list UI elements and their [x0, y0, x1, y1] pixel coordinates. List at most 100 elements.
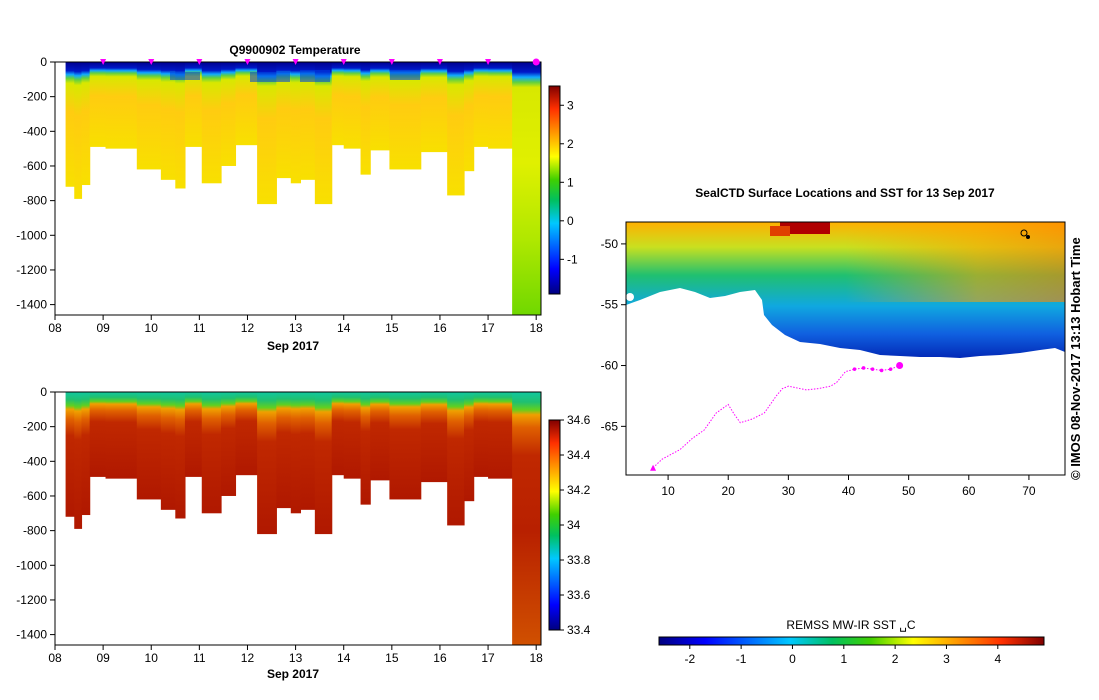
track-point [852, 367, 857, 371]
profile-column [276, 392, 292, 509]
profile-column [473, 392, 489, 477]
x-tick-label: 14 [337, 321, 351, 335]
x-tick-label: 09 [96, 651, 110, 665]
profile-column [488, 62, 513, 149]
temperature-x-axis: 08 09 10 11 12 13 14 15 16 17 18 [48, 315, 543, 335]
salinity-x-axis: 08 09 10 11 12 13 14 15 16 17 18 [48, 645, 543, 665]
x-tick-label: 14 [337, 651, 351, 665]
colorbar-tick-label: 1 [840, 652, 847, 666]
map-axes-frame [625, 221, 1066, 476]
surface-patch [390, 70, 420, 80]
profile-column [201, 392, 222, 514]
x-tick-label: 15 [385, 321, 399, 335]
profile-column [136, 62, 162, 170]
profile-column [276, 62, 292, 179]
y-tick-label: -1400 [16, 628, 47, 642]
colorbar-tick-label: 34.4 [567, 448, 591, 462]
colorbar-tick-label: 34 [567, 518, 581, 532]
profile-column [160, 62, 176, 180]
profile-column [184, 62, 203, 147]
surface-patch [170, 72, 200, 80]
profile-column [89, 62, 107, 147]
y-tick-label: -200 [23, 420, 47, 434]
salinity-section: 08 09 10 11 12 13 14 15 16 17 18 0 -200 -400 -600 -800… [16, 385, 590, 681]
x-tick-label: 20 [722, 484, 736, 498]
colorbar-tick-label: 3 [943, 652, 950, 666]
map-title: SealCTD Surface Locations and SST for 13… [695, 186, 995, 200]
y-tick-label: -60 [601, 359, 619, 373]
profile-column [257, 392, 277, 535]
x-tick-label: 13 [289, 321, 303, 335]
profile-column [160, 392, 176, 510]
y-tick-label: -55 [601, 298, 619, 312]
credit-text: © IMOS 08-Nov-2017 13:13 Hobart Time [1068, 237, 1083, 480]
profile-column [464, 62, 475, 172]
track-point [879, 368, 884, 373]
profile-marker [292, 59, 299, 65]
y-tick-label: -800 [23, 524, 47, 538]
y-tick-label: -600 [23, 159, 47, 173]
map-x-axis: 10 20 30 40 50 60 70 [661, 475, 1036, 498]
temperature-colorbar [548, 85, 561, 295]
profile-column [105, 62, 138, 149]
profile-column [290, 62, 302, 184]
x-tick-label: 30 [782, 484, 796, 498]
profile-column [420, 62, 448, 153]
colorbar-tick-label: -1 [567, 252, 578, 266]
sst-colorbar-label: REMSS MW-IR SST ␣C [786, 618, 916, 632]
salinity-axes-frame [54, 391, 542, 646]
profile-column [370, 62, 391, 151]
profile-column [175, 62, 186, 189]
profile-column [235, 392, 258, 476]
start-position-marker [650, 464, 657, 471]
profile-column [420, 392, 448, 483]
y-tick-label: -200 [23, 90, 47, 104]
x-tick-label: 16 [433, 651, 447, 665]
temperature-section: Q9900902 Temperature 08 09 10 11 12 13 14 15 16 1… [16, 43, 578, 353]
x-tick-label: 60 [962, 484, 976, 498]
profile-column [447, 392, 465, 526]
colorbar-tick-label: 4 [994, 652, 1001, 666]
seal-track [650, 362, 904, 471]
y-tick-label: -65 [601, 419, 619, 433]
temperature-y-axis: 0 -200 -400 -600 -800 -1000 -1200 -1400 [16, 55, 55, 312]
y-tick-label: -800 [23, 194, 47, 208]
x-tick-label: 11 [193, 651, 206, 665]
sst-colorbar-ticks: -2 -1 0 1 2 3 4 [684, 645, 1001, 666]
colorbar-tick-label: 0 [567, 214, 574, 228]
x-tick-label: 16 [433, 321, 447, 335]
profile-column [343, 392, 362, 479]
colorbar-tick-label: 3 [567, 98, 574, 112]
surface-patch [300, 70, 330, 82]
salinity-colorbar [548, 419, 561, 631]
colorbar-tick-label: 33.6 [567, 588, 591, 602]
x-tick-label: 10 [145, 321, 159, 335]
x-tick-label: 15 [385, 651, 399, 665]
profile-column [343, 62, 362, 149]
colorbar-tick-label: 2 [567, 137, 574, 151]
x-tick-label: 17 [481, 321, 495, 335]
y-tick-label: -1200 [16, 263, 47, 277]
x-tick-label: 12 [241, 651, 255, 665]
track-point [870, 367, 875, 371]
profile-column [389, 392, 422, 500]
profile-column [65, 392, 75, 517]
x-tick-label: 08 [48, 651, 62, 665]
x-tick-label: 11 [193, 321, 206, 335]
y-tick-label: -400 [23, 124, 47, 138]
salinity-field [65, 392, 541, 645]
profile-column [360, 62, 371, 175]
profile-column [257, 62, 277, 205]
profile-column [314, 392, 333, 535]
x-tick-label: 50 [902, 484, 916, 498]
profile-column [235, 62, 258, 146]
profile-column [81, 392, 91, 516]
profile-column [221, 62, 237, 166]
profile-column [331, 62, 345, 146]
x-tick-label: 18 [530, 651, 544, 665]
y-tick-label: -400 [23, 454, 47, 468]
y-tick-label: -1000 [16, 558, 47, 572]
colorbar-tick-label: 1 [567, 175, 574, 189]
y-tick-label: 0 [40, 385, 47, 399]
